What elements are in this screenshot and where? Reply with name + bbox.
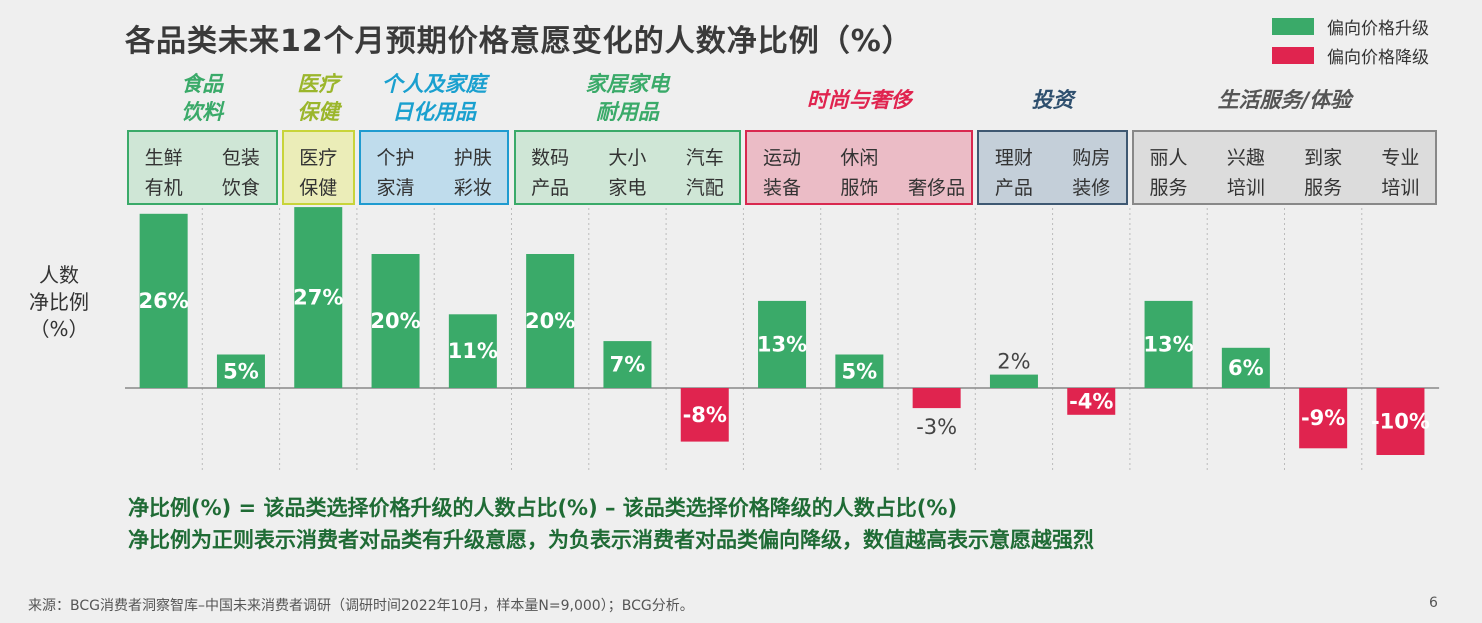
category-label-8: 运动 装备 [763, 147, 802, 199]
group-box-6 [1131, 130, 1438, 205]
category-label-10: 奢侈品 [908, 177, 966, 199]
bar-1 [216, 354, 265, 388]
value-label-14: 6% [1228, 356, 1264, 380]
value-label-6: 7% [610, 353, 646, 377]
bar-4 [448, 314, 497, 388]
bar-2 [294, 207, 343, 388]
bar-16 [1376, 388, 1425, 455]
value-label-9: 5% [842, 359, 878, 383]
value-label-3: 20% [370, 309, 420, 333]
group-box-1 [281, 130, 355, 205]
value-label-5: 20% [525, 309, 575, 333]
category-label-12: 购房 装修 [1072, 147, 1111, 199]
category-label-5: 数码 产品 [531, 147, 570, 199]
legend-swatch-upgrade [1272, 18, 1314, 35]
group-title-2: 个人及家庭 日化用品 [381, 72, 487, 124]
category-label-3: 个护 家清 [376, 147, 415, 199]
page-number: 6 [1429, 595, 1438, 611]
group-title-1: 医疗 保健 [297, 72, 340, 124]
value-label-16: -10% [1371, 410, 1430, 434]
group-box-2 [358, 130, 510, 205]
bar-10 [912, 388, 961, 409]
group-box-3 [513, 130, 742, 205]
value-label-13: 13% [1143, 332, 1193, 356]
legend-item-upgrade: 偏向价格升级 [1272, 12, 1429, 41]
category-label-7: 汽车 汽配 [685, 147, 724, 199]
group-title-6: 生活服务/体验 [1217, 88, 1352, 112]
category-label-4: 护肤 彩妆 [453, 147, 492, 199]
group-box-4 [745, 130, 974, 205]
value-label-0: 26% [139, 289, 189, 313]
legend-swatch-downgrade [1272, 47, 1314, 64]
y-axis-label: 人数 净比例 （%） [29, 263, 89, 341]
bar-6 [603, 341, 652, 388]
category-label-2: 医疗 保健 [299, 147, 338, 199]
group-title-5: 投资 [1031, 88, 1074, 112]
bar-0 [139, 213, 188, 388]
value-label-1: 5% [223, 359, 259, 383]
category-label-15: 到家 服务 [1304, 147, 1343, 199]
legend-item-downgrade: 偏向价格降级 [1272, 41, 1429, 70]
group-box-5 [977, 130, 1128, 205]
group-title-4: 时尚与奢侈 [806, 88, 912, 112]
category-label-14: 兴趣 培训 [1226, 147, 1265, 199]
category-label-13: 丽人 服务 [1149, 147, 1188, 199]
bar-9 [835, 354, 884, 388]
category-label-0: 生鲜 有机 [144, 147, 183, 199]
value-label-11: 2% [997, 350, 1030, 374]
group-title-3: 家居家电 耐用品 [585, 72, 670, 124]
formula-note: 净比例(%) = 该品类选择价格升级的人数占比(%) – 该品类选择价格降级的人… [128, 496, 958, 520]
category-label-9: 休闲 服饰 [840, 147, 879, 199]
bar-12 [1067, 388, 1116, 415]
value-label-8: 13% [757, 332, 807, 356]
value-label-10: -3% [916, 415, 957, 439]
value-label-4: 11% [448, 339, 498, 363]
bar-11 [989, 374, 1038, 388]
bar-chart: 26% 5% 27% 20% 11% 20% 7% -8% 13% 5% -3% 2% -4% 13% 6%… [125, 207, 1440, 470]
bar-8 [758, 300, 807, 388]
bar-3 [371, 254, 420, 388]
value-label-12: -4% [1069, 389, 1113, 413]
value-label-2: 27% [293, 286, 343, 310]
bar-14 [1221, 347, 1270, 388]
bar-7 [680, 388, 729, 442]
category-label-16: 专业 培训 [1381, 147, 1420, 199]
category-label-11: 理财 产品 [994, 147, 1033, 199]
interpretation-note: 净比例为正则表示消费者对品类有升级意愿，为负表示消费者对品类偏向降级，数值越高表… [128, 528, 1094, 552]
bar-13 [1144, 300, 1193, 388]
source-footnote: 来源：BCG消费者洞察智库–中国未来消费者调研（调研时间2022年10月，样本量… [28, 598, 694, 614]
category-label-1: 包装 饮食 [221, 147, 260, 199]
group-box-0 [127, 130, 278, 205]
category-label-6: 大小 家电 [608, 147, 647, 199]
bar-15 [1299, 388, 1348, 449]
legend: 偏向价格升级 偏向价格降级 [1272, 12, 1429, 70]
value-label-7: -8% [683, 403, 727, 427]
group-title-0: 食品 饮料 [181, 72, 224, 124]
value-label-15: -9% [1301, 406, 1345, 430]
bar-5 [526, 254, 575, 388]
legend-label-upgrade: 偏向价格升级 [1327, 19, 1429, 39]
legend-label-downgrade: 偏向价格降级 [1327, 48, 1429, 68]
chart-title: 各品类未来12个月预期价格意愿变化的人数净比例（%） [125, 24, 913, 59]
